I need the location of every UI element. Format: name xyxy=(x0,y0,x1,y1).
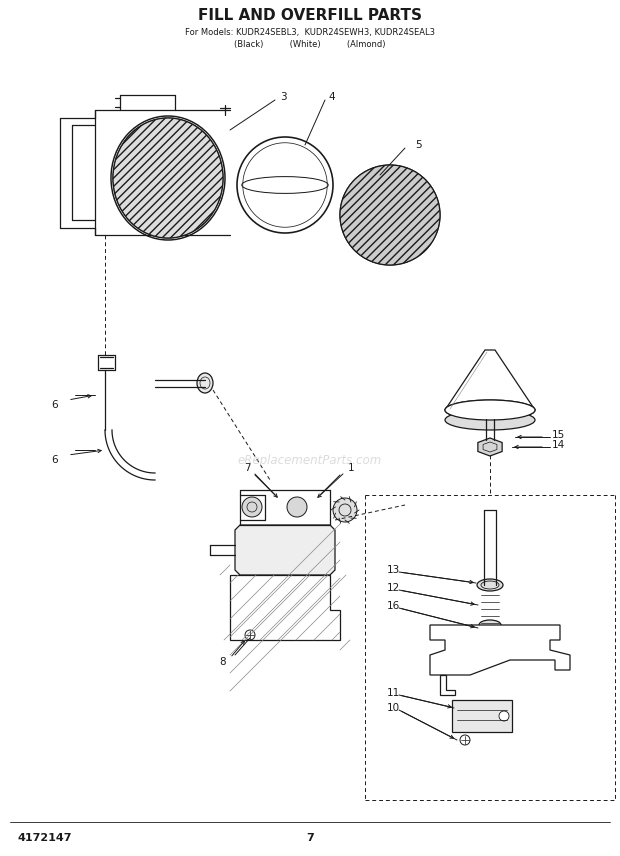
Text: 7: 7 xyxy=(244,463,250,473)
Text: 8: 8 xyxy=(219,657,226,667)
Text: 6: 6 xyxy=(51,400,58,410)
Circle shape xyxy=(340,165,440,265)
Polygon shape xyxy=(440,675,455,695)
Ellipse shape xyxy=(477,579,503,591)
Ellipse shape xyxy=(113,118,223,238)
Ellipse shape xyxy=(479,620,501,630)
Text: 1: 1 xyxy=(348,463,354,473)
Text: 5: 5 xyxy=(415,140,422,150)
Circle shape xyxy=(237,137,333,233)
Text: eReplacementParts.com: eReplacementParts.com xyxy=(238,454,382,467)
Polygon shape xyxy=(230,575,340,640)
Ellipse shape xyxy=(113,118,223,238)
Ellipse shape xyxy=(445,400,535,420)
Ellipse shape xyxy=(445,410,535,430)
Polygon shape xyxy=(430,625,570,675)
Circle shape xyxy=(333,498,357,522)
Text: 14: 14 xyxy=(552,440,565,450)
Bar xyxy=(452,700,512,732)
Text: 13: 13 xyxy=(387,565,401,575)
Circle shape xyxy=(245,630,255,640)
Circle shape xyxy=(340,165,440,265)
Text: 12: 12 xyxy=(387,583,401,593)
Text: 4172147: 4172147 xyxy=(18,833,73,843)
Circle shape xyxy=(460,735,470,745)
Circle shape xyxy=(499,711,509,721)
Text: 4: 4 xyxy=(328,92,335,102)
Ellipse shape xyxy=(197,373,213,393)
Text: 3: 3 xyxy=(280,92,286,102)
Text: For Models: KUDR24SEBL3,  KUDR24SEWH3, KUDR24SEAL3: For Models: KUDR24SEBL3, KUDR24SEWH3, KU… xyxy=(185,27,435,37)
Text: 10: 10 xyxy=(387,703,400,713)
Polygon shape xyxy=(445,350,535,410)
Text: (Black)          (White)          (Almond): (Black) (White) (Almond) xyxy=(234,39,386,49)
Text: 6: 6 xyxy=(51,455,58,465)
Ellipse shape xyxy=(445,400,535,420)
Circle shape xyxy=(287,497,307,517)
Polygon shape xyxy=(478,438,502,456)
Text: 7: 7 xyxy=(306,833,314,843)
Text: 11: 11 xyxy=(387,688,401,698)
Text: 16: 16 xyxy=(387,601,401,611)
Polygon shape xyxy=(235,525,335,575)
Circle shape xyxy=(242,497,262,517)
Text: 15: 15 xyxy=(552,430,565,440)
Text: FILL AND OVERFILL PARTS: FILL AND OVERFILL PARTS xyxy=(198,8,422,22)
